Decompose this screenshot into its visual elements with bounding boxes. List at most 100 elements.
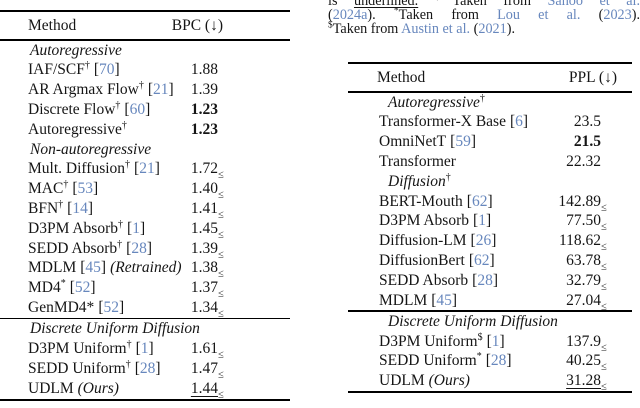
section-title: Autoregressive xyxy=(30,41,122,59)
value-cell: 31.28≤ xyxy=(566,372,607,393)
citation-ref[interactable]: 6 xyxy=(515,113,523,131)
citation-bracket: [ xyxy=(509,113,516,131)
caption-citation-link[interactable]: Austin et al. xyxy=(401,20,471,37)
section-title: Autoregressive xyxy=(388,93,480,111)
citation-bracket: ] xyxy=(145,100,151,118)
citation-bracket: ] xyxy=(491,232,497,250)
citation-ref[interactable]: 1 xyxy=(478,212,486,230)
citation: [52] xyxy=(70,279,96,296)
citation-ref[interactable]: 21 xyxy=(139,160,155,178)
caption-citation-link[interactable]: 2023 xyxy=(603,6,632,23)
citation-bracket: ] xyxy=(146,239,152,257)
method-cell: Autoregressive† xyxy=(0,120,127,139)
caption-text: ( xyxy=(328,6,333,23)
method-cell: D3PM Uniform$ [1] xyxy=(348,332,505,351)
value-cell: 118.62≤ xyxy=(558,232,607,253)
table-row: MD4* [52] 1.37≤ xyxy=(0,277,290,299)
metric-value: 22.32 xyxy=(566,152,601,170)
caption-text: † xyxy=(435,0,453,2)
table-mid-rule xyxy=(348,310,632,312)
citation-bracket: [ xyxy=(485,352,491,370)
method-cell: D3PM Uniform† [1] xyxy=(0,338,154,358)
citation-bracket: [ xyxy=(470,232,476,250)
citation-bracket: [ xyxy=(127,219,133,237)
method-note: (Ours) xyxy=(77,379,119,397)
method-name: BFN xyxy=(28,199,59,217)
method-name: UDLM xyxy=(379,372,425,390)
citation-ref[interactable]: 45 xyxy=(85,259,101,277)
method-sup-marker: † xyxy=(126,338,132,350)
table-row: Autoregressive† 1.23 xyxy=(0,120,290,140)
citation-ref[interactable]: 53 xyxy=(77,180,94,198)
metric-value: 63.78 xyxy=(566,251,601,269)
caption-citation-link[interactable]: Sahoo et al. xyxy=(547,0,640,9)
citation-ref[interactable]: 28 xyxy=(131,239,147,257)
caption-citation-link[interactable]: Lou et al. xyxy=(497,6,581,23)
citation-ref[interactable]: 60 xyxy=(129,100,146,118)
table-row: OmniNetT [59] 21.5 xyxy=(348,132,632,152)
method-name: Transformer-X Base xyxy=(379,113,506,131)
citation-ref[interactable]: 28 xyxy=(490,352,507,370)
value-cell: 1.47≤ xyxy=(190,359,224,381)
citation-ref[interactable]: 26 xyxy=(475,232,492,250)
method-sup-marker: † xyxy=(118,218,124,230)
citation-ref[interactable]: 59 xyxy=(455,133,471,151)
citation-bracket: [ xyxy=(472,271,478,289)
method-sup-marker: * xyxy=(476,351,482,363)
citation-ref[interactable]: 1 xyxy=(140,340,149,358)
value-cell: 137.9≤ xyxy=(566,332,607,354)
metric-value: 32.79 xyxy=(566,271,601,289)
citation-ref[interactable]: 52 xyxy=(74,279,91,297)
citation-bracket: ] xyxy=(139,219,146,237)
citation-ref[interactable]: 45 xyxy=(436,291,452,309)
method-name: SEDD Uniform xyxy=(379,352,477,370)
citation-bracket: ] xyxy=(154,160,160,178)
metric-value: 40.25 xyxy=(566,352,601,370)
caption-citation-link[interactable]: 2024a xyxy=(332,6,368,23)
value-cell: 27.04≤ xyxy=(566,291,607,313)
citation: [52] xyxy=(98,299,124,316)
method-sup-marker: * xyxy=(60,277,66,289)
citation-ref[interactable]: 1 xyxy=(132,219,140,237)
table-header-rule xyxy=(0,39,290,41)
table-row: D3PM Uniform$ [1] 137.9≤ xyxy=(348,332,632,354)
citation-ref[interactable]: 52 xyxy=(103,298,119,316)
bpc-table: Method BPC (↓) Autoregressive IAF/SCF† [7… xyxy=(0,10,290,401)
metric-value: 1.39 xyxy=(190,81,218,99)
method-sup-marker: † xyxy=(58,198,64,210)
table-row: Transformer 22.32 xyxy=(348,152,632,172)
citation: [1] xyxy=(473,212,491,229)
citation-ref[interactable]: 28 xyxy=(139,359,156,377)
citation-ref[interactable]: 70 xyxy=(99,61,115,79)
method-column-header: Method xyxy=(377,68,426,86)
caption-citation-link[interactable]: 2021 xyxy=(478,20,507,37)
method-cell: AR Argmax Flow† [21] xyxy=(0,81,174,99)
citation-ref[interactable]: 21 xyxy=(152,81,169,99)
value-cell: 1.23 xyxy=(191,121,290,139)
citation: [14] xyxy=(67,200,93,217)
table-section-row: Discrete Uniform Diffusion xyxy=(0,319,290,339)
citation-bracket: ] xyxy=(492,271,498,289)
citation: [53] xyxy=(72,180,98,197)
table-row: D3PM Uniform† [1] 1.61≤ xyxy=(0,338,290,360)
method-cell: MAC† [53] xyxy=(0,180,98,198)
section-title: Discrete Uniform Diffusion xyxy=(388,312,558,330)
metric-value: 27.04 xyxy=(566,291,601,309)
citation-ref[interactable]: 14 xyxy=(72,199,88,217)
citation-bracket: ] xyxy=(451,291,458,309)
method-name: D3PM Uniform xyxy=(379,332,478,350)
value-cell: 22.32 xyxy=(566,153,632,171)
citation: [6] xyxy=(510,113,528,130)
metric-value: 1.41 xyxy=(190,199,218,217)
citation-ref[interactable]: 62 xyxy=(474,251,490,269)
citation-bracket: [ xyxy=(466,192,472,210)
table-top-rule xyxy=(0,10,290,13)
citation-ref[interactable]: 62 xyxy=(471,192,488,210)
citation-ref[interactable]: 1 xyxy=(491,332,500,350)
citation-ref[interactable]: 28 xyxy=(477,271,493,289)
citation-bracket: [ xyxy=(93,61,100,79)
metric-value: 1.44 xyxy=(190,379,218,397)
value-cell: 32.79≤ xyxy=(566,271,607,293)
metric-value: 1.39 xyxy=(190,239,218,257)
